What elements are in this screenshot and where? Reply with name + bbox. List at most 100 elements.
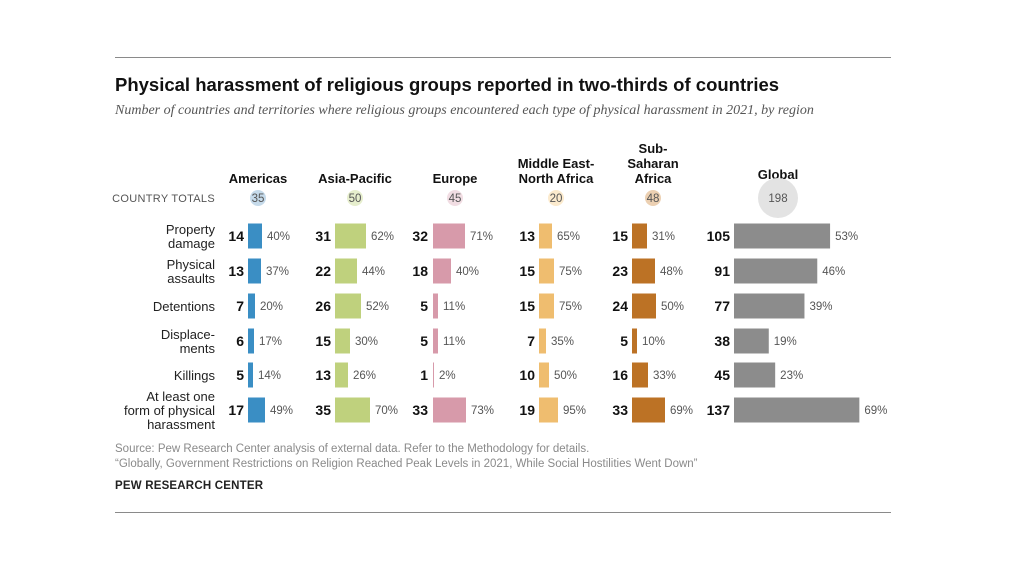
value-label: 19 [519, 402, 535, 418]
category-label: Property [166, 222, 216, 237]
value-label: 14 [228, 228, 244, 244]
value-label: 7 [527, 333, 535, 349]
region-header: Global [758, 167, 798, 182]
value-label: 33 [412, 402, 428, 418]
region-header: Americas [229, 171, 288, 186]
percent-label: 30% [355, 336, 378, 348]
bar [539, 362, 549, 388]
percent-label: 69% [864, 405, 887, 417]
bar [248, 397, 265, 423]
top-rule [115, 57, 891, 58]
percent-label: 39% [809, 301, 832, 313]
bar [335, 223, 366, 249]
value-label: 26 [315, 298, 331, 314]
bar [539, 258, 554, 284]
bar [539, 328, 546, 354]
bar [734, 362, 776, 388]
category-label: form of physical [124, 403, 215, 418]
total-badge [645, 190, 661, 206]
bar [632, 293, 656, 319]
bar [335, 258, 357, 284]
value-label: 24 [612, 298, 628, 314]
percent-label: 40% [267, 231, 290, 243]
percent-label: 37% [266, 266, 289, 278]
percent-label: 49% [270, 405, 293, 417]
bar [632, 397, 665, 423]
percent-label: 44% [362, 266, 385, 278]
bar [248, 258, 261, 284]
value-label: 17 [228, 402, 244, 418]
percent-label: 23% [780, 370, 803, 382]
bar [335, 362, 348, 388]
bar [632, 328, 637, 354]
percent-label: 10% [642, 336, 665, 348]
region-header: Africa [635, 171, 673, 186]
percent-label: 65% [557, 231, 580, 243]
percent-label: 71% [470, 231, 493, 243]
percent-label: 95% [563, 405, 586, 417]
total-value: 198 [768, 193, 787, 205]
value-label: 18 [412, 263, 428, 279]
total-value: 20 [550, 193, 563, 205]
total-badge [548, 190, 564, 206]
total-value: 45 [449, 193, 462, 205]
category-label: Physical [167, 257, 216, 272]
bar [539, 293, 554, 319]
percent-label: 48% [660, 266, 683, 278]
region-header: Middle East- [518, 156, 595, 171]
value-label: 105 [707, 228, 731, 244]
value-label: 13 [519, 228, 535, 244]
value-label: 5 [420, 298, 428, 314]
bar [335, 293, 361, 319]
value-label: 91 [714, 263, 730, 279]
percent-label: 53% [835, 231, 858, 243]
value-label: 23 [612, 263, 628, 279]
region-header: North Africa [519, 171, 594, 186]
value-label: 5 [620, 333, 628, 349]
category-label: damage [168, 236, 215, 251]
percent-label: 19% [774, 336, 797, 348]
bar [433, 328, 438, 354]
percent-label: 50% [661, 301, 684, 313]
region-header: Europe [433, 171, 478, 186]
bar [433, 397, 466, 423]
percent-label: 17% [259, 336, 282, 348]
percent-label: 75% [559, 266, 582, 278]
percent-label: 35% [551, 336, 574, 348]
chart-subtitle: Number of countries and territories wher… [115, 103, 814, 118]
bar [632, 258, 655, 284]
value-label: 137 [707, 402, 731, 418]
bar [632, 223, 647, 249]
region-header: Asia-Pacific [318, 171, 392, 186]
percent-label: 46% [822, 266, 845, 278]
brand-label: PEW RESEARCH CENTER [115, 480, 264, 492]
value-label: 31 [315, 228, 331, 244]
value-label: 10 [519, 367, 535, 383]
bar [335, 397, 370, 423]
region-header: Sub- [639, 141, 668, 156]
value-label: 15 [315, 333, 331, 349]
value-label: 15 [519, 298, 535, 314]
category-label: At least one [146, 389, 215, 404]
value-label: 38 [714, 333, 730, 349]
category-label: Displace- [161, 327, 215, 342]
percent-label: 69% [670, 405, 693, 417]
bar [433, 293, 438, 319]
percent-label: 26% [353, 370, 376, 382]
bar [539, 223, 552, 249]
source-line-2: “Globally, Government Restrictions on Re… [115, 458, 698, 470]
bar [248, 223, 262, 249]
bar [632, 362, 648, 388]
value-label: 13 [228, 263, 244, 279]
bar [433, 362, 434, 388]
value-label: 5 [420, 333, 428, 349]
percent-label: 52% [366, 301, 389, 313]
value-label: 35 [315, 402, 331, 418]
value-label: 7 [236, 298, 244, 314]
bottom-rule [115, 512, 891, 513]
value-label: 5 [236, 367, 244, 383]
value-label: 15 [519, 263, 535, 279]
percent-label: 11% [443, 301, 465, 313]
value-label: 33 [612, 402, 628, 418]
